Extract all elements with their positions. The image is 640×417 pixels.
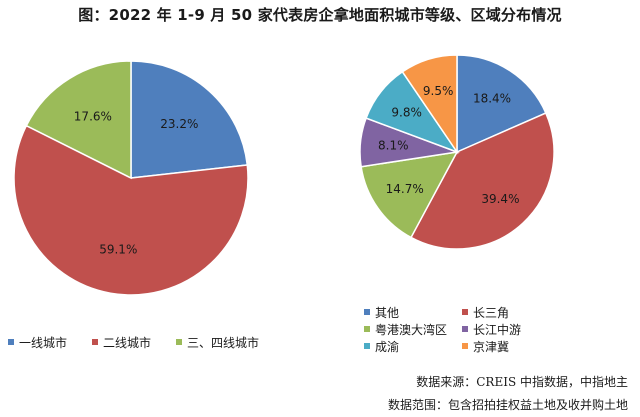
figure-title: 图：2022 年 1-9 月 50 家代表房企拿地面积城市等级、区域分布情况: [78, 6, 562, 24]
pie-2-slice-3: [360, 151, 459, 239]
pie-2-slice-1: [456, 54, 547, 154]
pie-2-data-label-3: 14.7%: [386, 182, 424, 196]
pie-2-slice-6: [401, 54, 458, 155]
legend-2-swatch-1: [364, 309, 370, 315]
pie-1-slice-3: [25, 60, 132, 180]
pie-1-data-label-1: 23.2%: [160, 117, 198, 131]
pie-2-data-label-6: 9.5%: [423, 84, 454, 98]
legend-1-label-3: 三、四线城市: [187, 335, 259, 350]
legend-1-swatch-3: [176, 339, 182, 345]
pie-chart-1: 23.2% 59.1% 17.6%: [13, 60, 249, 296]
legend-1-swatch-1: [8, 339, 14, 345]
pie-1-data-label-2: 59.1%: [99, 242, 137, 256]
pie-chart-2: 18.4% 39.4% 14.7% 8.1% 9.8%9.5%: [359, 54, 555, 250]
legend-2-swatch-3: [364, 326, 370, 332]
pie-2-data-label-5: 9.8%: [391, 105, 422, 119]
legend-2-label-5: 成渝: [375, 339, 399, 354]
legend-1-swatch-2: [92, 339, 98, 345]
legend-2-label-6: 京津冀: [473, 340, 509, 354]
pie-1-data-label-3: 17.6%: [74, 109, 112, 123]
data-source-note: 数据来源：CREIS 中指数据，中指地主: [416, 375, 628, 389]
data-scope-note: 数据范围：包含招拍挂权益土地及收并购土地: [387, 398, 628, 412]
pie-2-data-label-1: 18.4%: [473, 91, 511, 105]
pie-1-slice-1: [130, 60, 249, 179]
legend-2-swatch-6: [462, 343, 468, 349]
legend-1-label-1: 一线城市: [19, 335, 67, 350]
legend-2-label-3: 粤港澳大湾区: [375, 322, 447, 337]
legend-2-swatch-4: [462, 326, 468, 332]
legend-2-label-1: 其他: [375, 306, 399, 320]
legend-2-swatch-2: [462, 309, 468, 315]
legend-2-swatch-5: [364, 343, 370, 349]
pie-2-slice-2: [410, 112, 555, 250]
legend-1-label-2: 二线城市: [103, 335, 151, 350]
pie-1-slice-2: [13, 124, 249, 296]
legend-2-label-4: 长江中游: [473, 322, 521, 337]
legend-1: 一线城市 二线城市 三、四线城市: [8, 335, 259, 350]
pie-2-data-label-4: 8.1%: [378, 138, 409, 152]
pie-2-data-label-2: 39.4%: [481, 192, 519, 206]
legend-2-label-2: 长三角: [473, 306, 509, 320]
